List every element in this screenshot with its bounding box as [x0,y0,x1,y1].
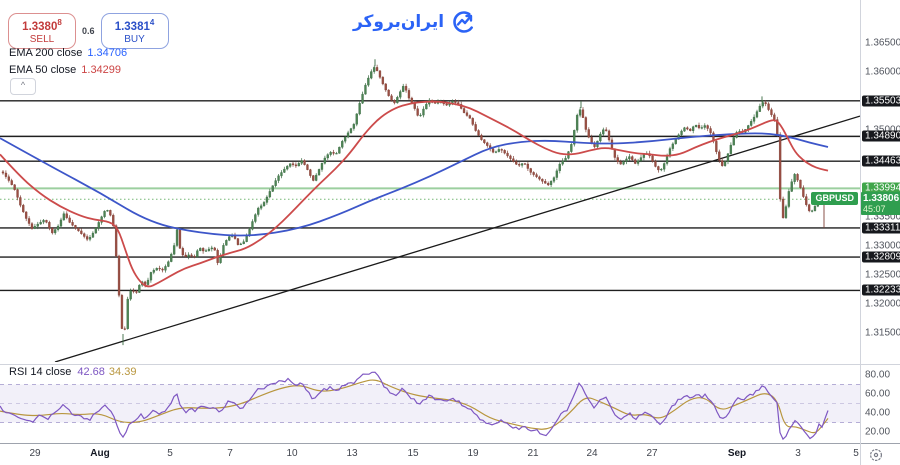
price-tick-label: 1.36500 [865,37,900,49]
current-price-label: 1.33806 45:07 [861,192,900,216]
time-tick-label: 21 [527,448,539,459]
ema200-legend[interactable]: EMA 200 close 1.34706 [9,47,127,59]
chevron-up-icon: ^ [20,80,26,90]
buy-price: 1.33814 [114,18,155,33]
time-tick-label: 13 [346,448,358,459]
rsi-tick-label: 60.00 [865,388,891,400]
level-price-label: 1.33311 [862,222,900,234]
symbol-tag: GBPUSD [811,192,858,206]
level-price-label: 1.32809 [862,251,900,263]
sell-label: SELL [29,33,55,45]
buy-label: BUY [124,33,145,45]
price-tick-label: 1.31500 [865,327,900,339]
time-tick-label: Aug [90,448,110,459]
candle-countdown: 45:07 [863,204,886,215]
buy-button[interactable]: 1.33814 BUY [100,13,169,49]
ema200-value: 1.34706 [87,47,128,59]
price-tick-label: 1.36000 [865,66,900,78]
price-tick-label: 1.35000 [865,125,900,136]
price-tick-label: 1.33500 [865,211,900,223]
time-tick-label: 19 [467,448,479,459]
ema50-label: EMA 50 close [9,64,77,76]
level-price-label: 1.34890 [862,130,900,142]
alert-price-label: 1.33994 [862,182,900,194]
rsi-ma-value: 34.39 [108,366,137,378]
time-tick-label: 7 [227,448,233,459]
rsi-tick-label: 40.00 [865,407,891,419]
collapse-indicators-button[interactable]: ^ [10,78,36,95]
rsi-value: 42.68 [77,366,105,378]
time-axis[interactable]: 29 Aug 5 7 10 13 15 19 21 24 27 Sep 3 5 [0,445,860,465]
spread-value: 0.6 [82,25,95,36]
sell-price: 1.33808 [22,18,62,33]
level-price-label: 1.34463 [862,155,900,167]
time-tick-label: 27 [646,448,658,459]
price-tick-label: 1.32500 [865,269,900,281]
ema200-label: EMA 200 close [9,47,83,59]
rsi-legend[interactable]: RSI 14 close 42.68 34.39 [9,366,136,378]
rsi-tick-label: 20.00 [865,426,891,438]
price-axis[interactable]: 1.36500 1.36000 1.35000 1.33500 1.33000 1.325… [861,0,900,443]
time-tick-label: 24 [586,448,598,459]
time-tick-label: Sep [727,448,747,459]
time-tick-label: 29 [29,448,41,459]
time-tick-label: 10 [286,448,298,459]
axis-settings-gear-icon[interactable] [868,447,884,463]
sell-button[interactable]: 1.33808 SELL [8,13,76,49]
rsi-tick-label: 80.00 [865,369,891,381]
time-tick-label: 5 [853,448,859,459]
level-price-label: 1.35503 [862,95,900,107]
time-tick-label: 5 [167,448,173,459]
price-tick-label: 1.32000 [865,298,900,310]
current-price-value: 1.33806 [863,193,900,205]
rsi-label: RSI 14 close [9,366,72,378]
time-tick-label: 3 [795,448,801,459]
price-tick-label: 1.33000 [865,240,900,252]
level-price-label: 1.32233 [862,284,900,296]
time-tick-label: 15 [407,448,419,459]
quote-panel: 1.33808 SELL 0.6 1.33814 BUY [8,13,169,49]
ema50-value: 1.34299 [81,64,122,76]
ema50-legend[interactable]: EMA 50 close 1.34299 [9,64,121,76]
